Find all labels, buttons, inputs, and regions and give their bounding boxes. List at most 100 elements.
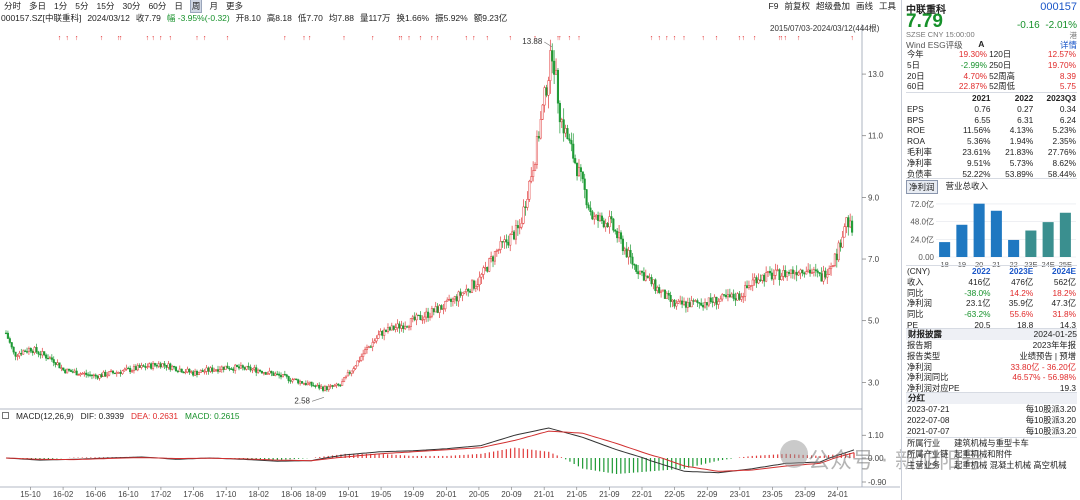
candle-body <box>721 294 724 300</box>
candle-body <box>841 236 844 248</box>
draw-button[interactable]: 画线 <box>855 1 873 11</box>
period-toolbar: 分时 多日 1分 5分 15分 30分 60分 日 周 月 更多 F9 前复权 … <box>0 0 900 13</box>
candle-body <box>293 378 296 380</box>
overlay-button[interactable]: 超级叠加 <box>815 1 850 11</box>
candle-body <box>81 373 84 375</box>
candle-body <box>472 280 475 289</box>
candle-body <box>85 372 88 375</box>
disclosure-row-cell: 报告类型 <box>907 350 941 361</box>
price-annotation: 13.88 <box>522 37 543 46</box>
disclosure-row-cell: 净利润 <box>907 361 932 372</box>
dividend-row-cell: 2022-07-08 <box>907 414 950 425</box>
forecast-row-cell: 14.3 <box>1059 319 1076 330</box>
industry-section: 所属行业 建筑机械与重型卡车 所属产业链 起重机械和附件 主营业务 起重机械 混凝土机械 … <box>906 437 1077 470</box>
candle-body <box>728 294 731 298</box>
perf-row-cell: 5日 <box>907 59 920 70</box>
candle-body <box>524 206 527 208</box>
candle-body <box>262 372 265 374</box>
candle-body <box>767 271 770 273</box>
candle-body <box>56 362 59 365</box>
candle-body <box>400 325 403 329</box>
candle-body <box>818 272 821 274</box>
esg-detail-link[interactable]: 详情 <box>1059 40 1077 50</box>
candle-body <box>679 300 682 302</box>
period-tab-1min[interactable]: 1分 <box>54 1 68 11</box>
candle-body <box>173 365 176 368</box>
candle-body <box>518 226 521 229</box>
candle-body <box>593 216 596 220</box>
tab-net-profit[interactable]: 净利润 <box>906 180 938 194</box>
period-tab-15min[interactable]: 15分 <box>96 1 115 11</box>
candle-body <box>604 223 607 228</box>
candle-body <box>299 381 302 384</box>
candle-body <box>140 365 143 368</box>
candle-body <box>58 362 61 369</box>
dividend-title: 分红 <box>906 392 1077 404</box>
candle-body <box>87 374 90 376</box>
candle-body <box>572 143 575 159</box>
candle-body <box>665 292 668 299</box>
candle-body <box>129 367 132 373</box>
candle-body <box>144 366 147 368</box>
candle-body <box>650 277 653 285</box>
period-tab-more[interactable]: 更多 <box>225 1 243 11</box>
disclosure-row: 净利润 33.80亿 - 36.20亿 <box>906 362 1077 373</box>
period-tab-5min[interactable]: 5分 <box>75 1 89 11</box>
perf-row-cell: 120日 <box>989 49 1012 59</box>
period-tab-60min[interactable]: 60分 <box>148 1 167 11</box>
candle-body <box>465 288 468 293</box>
candle-body <box>249 366 252 371</box>
macd-legend: MACD(12,26,9) DIF: 0.3939 DEA: 0.2631 MA… <box>2 411 239 421</box>
candle-body <box>709 297 712 302</box>
candle-body <box>436 306 439 313</box>
disclosure-row: 报告类型 业绩预告 | 预增 <box>906 351 1077 362</box>
bar-y-tick: 72.0亿 <box>910 199 934 209</box>
macd-toggle-icon[interactable] <box>2 412 9 419</box>
period-tab-duori[interactable]: 多日 <box>29 1 47 11</box>
fin-head-cell: 2022 <box>1014 93 1034 103</box>
disclosure-row-cell: 报告期 <box>907 340 932 350</box>
date-range: 2015/07/03-2024/03/12(444根) <box>770 24 880 33</box>
hk-link[interactable]: 港 <box>1069 31 1078 40</box>
tools-button[interactable]: 工具 <box>878 1 896 11</box>
perf-row-cell: 12.57% <box>1047 49 1076 59</box>
fin-row: 负债率 52.22% 53.89% 58.44% <box>906 169 1077 180</box>
candle-body <box>761 274 764 281</box>
forecast-row-cell: 收入 <box>907 276 924 287</box>
candle-body <box>54 362 57 365</box>
candle-body <box>90 374 93 377</box>
period-tab-month[interactable]: 月 <box>209 1 218 11</box>
forecast-row-cell: 476亿 <box>1011 276 1034 287</box>
candle-body <box>161 363 164 368</box>
event-marker: ↑ <box>342 35 346 42</box>
candle-body <box>314 385 317 387</box>
forecast-row-cell: 55.6% <box>1009 309 1034 320</box>
candle-body <box>123 369 126 372</box>
period-tab-day[interactable]: 日 <box>174 1 183 11</box>
candle-body <box>45 354 48 359</box>
period-tab-30min[interactable]: 30分 <box>122 1 141 11</box>
candle-body <box>780 275 783 281</box>
candle-body <box>335 383 338 386</box>
forecast-row: 净利润 23.1亿 35.9亿 47.3亿 <box>906 298 1077 309</box>
adjust-button[interactable]: 前复权 <box>784 1 810 11</box>
fin-row-cell: 52.22% <box>962 168 991 179</box>
candle-body <box>789 269 793 274</box>
candle-body <box>522 206 525 224</box>
tab-revenue[interactable]: 营业总收入 <box>945 181 989 191</box>
candle-body <box>765 272 768 282</box>
candle-body <box>759 279 762 281</box>
candle-body <box>329 385 332 387</box>
f9-button[interactable]: F9 <box>768 1 779 11</box>
bar-y-tick: 0.00 <box>918 253 934 262</box>
period-tab-week[interactable]: 周 <box>189 0 203 13</box>
period-tab-fenshi[interactable]: 分时 <box>4 1 22 11</box>
candle-body <box>812 269 815 273</box>
fin-head-row: 2021 2022 2023Q3 <box>906 93 1077 104</box>
candle-body <box>612 218 615 231</box>
candle-body <box>467 288 470 292</box>
event-marker: ↑ <box>508 35 512 42</box>
perf-row-cell: 8.39 <box>1059 70 1076 81</box>
perf-row-cell: 52周低 <box>989 81 1015 92</box>
